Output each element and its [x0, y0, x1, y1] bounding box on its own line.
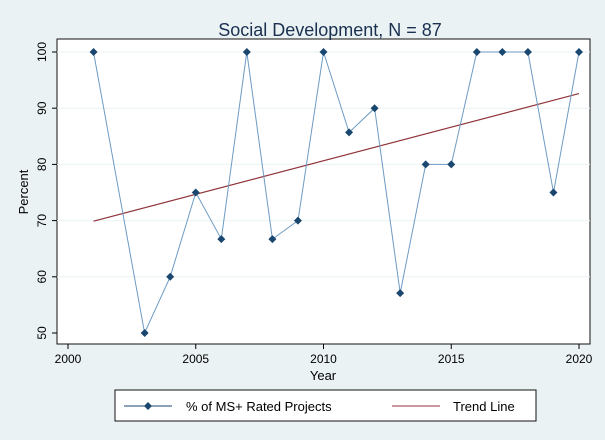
data-point	[447, 160, 456, 169]
data-point	[396, 289, 405, 298]
y-tick-label: 90	[35, 101, 49, 115]
x-tick-label: 2005	[182, 352, 209, 366]
y-tick-label: 80	[35, 157, 49, 171]
data-point	[498, 48, 507, 56]
data-point	[166, 272, 175, 281]
data-point	[268, 235, 277, 244]
data-point	[140, 329, 149, 337]
legend-label-ms-rated: % of MS+ Rated Projects	[186, 399, 332, 414]
y-tick-label: 50	[35, 326, 49, 340]
series-layer	[89, 48, 583, 337]
data-point	[319, 48, 328, 56]
data-point	[89, 48, 98, 56]
x-axis-label: Year	[310, 368, 337, 383]
y-tick-label: 60	[35, 270, 49, 284]
data-point	[421, 160, 430, 169]
plot-area	[56, 38, 591, 345]
data-point	[217, 235, 226, 244]
x-tick-label: 2015	[438, 352, 465, 366]
y-tick-label: 70	[35, 214, 49, 228]
x-tick-label: 2000	[55, 352, 82, 366]
x-tick-label: 2020	[566, 352, 593, 366]
data-point	[575, 48, 583, 56]
legend-marker-ms-rated	[144, 402, 152, 410]
legend: % of MS+ Rated Projects Trend Line	[114, 389, 537, 422]
data-point	[345, 128, 354, 137]
data-point	[370, 104, 379, 113]
data-point	[549, 188, 558, 197]
y-axis-label: Percent	[16, 169, 31, 214]
legend-box	[114, 389, 537, 422]
chart-title: Social Development, N = 87	[218, 20, 442, 40]
x-tick-label: 2010	[310, 352, 337, 366]
grid-lines	[57, 51, 590, 278]
y-tick-label: 100	[35, 42, 49, 62]
axes: 50 60 70 80 90 100 2000 2005 2010 2015 2020	[35, 42, 593, 366]
legend-label-trend: Trend Line	[453, 399, 515, 414]
data-point	[242, 48, 251, 56]
data-point	[523, 48, 532, 56]
trend-line	[93, 93, 580, 222]
data-point	[191, 188, 200, 197]
data-point	[293, 216, 302, 225]
data-point	[472, 48, 481, 56]
